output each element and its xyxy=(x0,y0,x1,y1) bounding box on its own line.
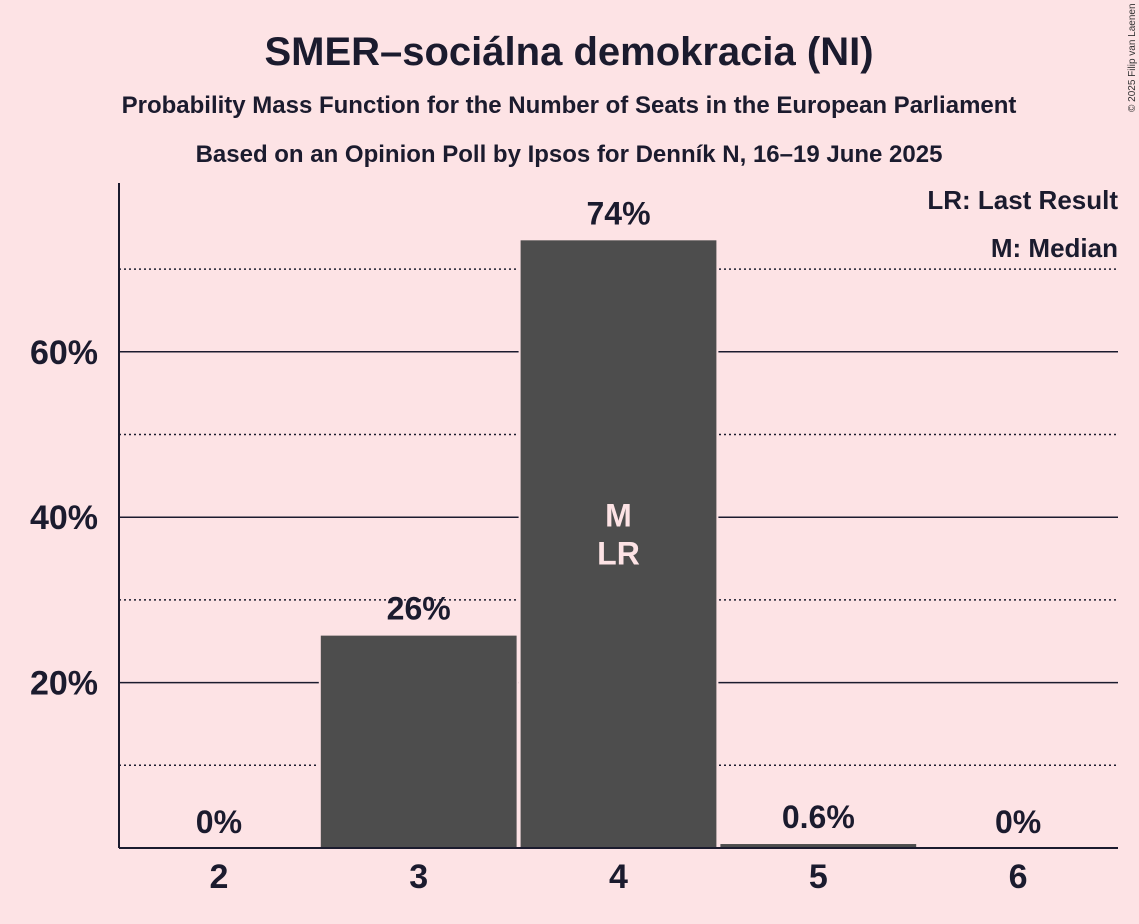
bar-value-label: 0% xyxy=(196,804,242,840)
axes: 20% 40% 60% 2 3 4 5 6 xyxy=(30,183,1118,896)
bar-value-label: 74% xyxy=(586,195,650,231)
bar xyxy=(318,633,519,849)
chart-subtitle-2: Based on an Opinion Poll by Ipsos for De… xyxy=(196,141,943,168)
bars xyxy=(318,238,919,850)
bar-value-label: 0% xyxy=(995,804,1041,840)
bar-value-label: 0.6% xyxy=(782,799,855,835)
chart-subtitle-1: Probability Mass Function for the Number… xyxy=(122,92,1017,119)
legend-median: M: Median xyxy=(991,233,1118,263)
x-tick-label: 5 xyxy=(809,858,828,896)
copyright-text: © 2025 Filip van Laenen xyxy=(1127,3,1138,112)
y-tick-label: 60% xyxy=(30,334,98,372)
bar-value-label: 26% xyxy=(387,591,451,627)
x-tick-label: 4 xyxy=(609,858,628,896)
x-tick-label: 6 xyxy=(1009,858,1028,896)
chart-title: SMER–sociálna demokracia (NI) xyxy=(264,30,873,74)
x-tick-label: 2 xyxy=(209,858,228,896)
y-tick-label: 20% xyxy=(30,665,98,703)
x-tick-label: 3 xyxy=(409,858,428,896)
bar-inner-label: M xyxy=(605,498,632,534)
y-tick-label: 40% xyxy=(30,499,98,537)
bar xyxy=(518,238,719,849)
bar-inner-label: LR xyxy=(597,536,640,572)
value-labels: 0% 26% 74% MLR 0.6% 0% xyxy=(196,195,1041,840)
legend-last-result: LR: Last Result xyxy=(927,185,1118,215)
